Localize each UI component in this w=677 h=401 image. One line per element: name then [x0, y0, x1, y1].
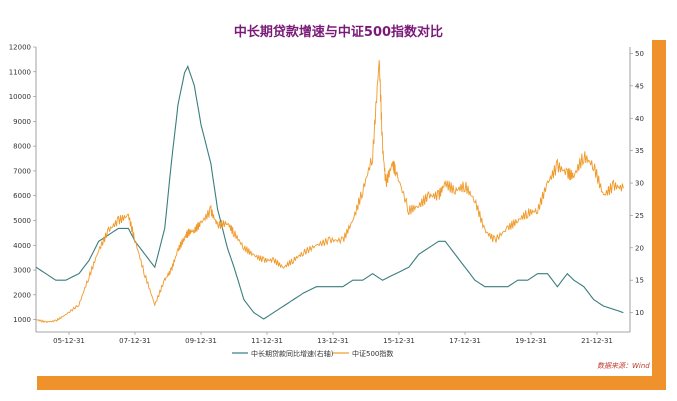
right-tick-label: 40	[635, 115, 644, 123]
left-tick-label: 4000	[13, 242, 31, 250]
right-tick-label: 30	[635, 180, 644, 188]
x-tick-label: 13-12-31	[317, 337, 349, 345]
series-lines	[35, 60, 624, 324]
left-tick-label: 1000	[13, 316, 31, 324]
right-tick-label: 50	[635, 50, 644, 58]
left-tick-label: 3000	[13, 267, 31, 275]
axes: 1000 2000 3000 4000 5000 6000 7000 8000 9000 1000…	[9, 44, 644, 346]
legend-label-index: 中证500指数	[352, 349, 393, 358]
decorative-accent-bar-bottom	[37, 376, 661, 390]
right-tick-label: 20	[635, 244, 644, 252]
x-tick-label: 15-12-31	[383, 337, 415, 345]
right-tick-label: 15	[635, 277, 644, 285]
right-tick-label: 10	[635, 309, 644, 317]
legend-label-loan: 中长期贷款同比增速(右轴)	[251, 349, 334, 358]
chart-title: 中长期贷款增速与中证500指数对比	[233, 25, 444, 40]
legend: 中长期贷款同比增速(右轴) 中证500指数	[232, 349, 393, 358]
x-tick-label: 19-12-31	[515, 337, 547, 345]
x-tick-label: 17-12-31	[449, 337, 481, 345]
x-tick-label: 11-12-31	[251, 337, 283, 345]
right-tick-label: 45	[635, 82, 644, 90]
left-tick-label: 6000	[13, 192, 31, 200]
left-tick-label: 5000	[13, 217, 31, 225]
series-line-loan-growth	[35, 64, 624, 320]
left-tick-label: 2000	[13, 291, 31, 299]
source-note: 数据来源：Wind	[597, 362, 650, 370]
left-tick-label: 10000	[9, 93, 31, 101]
x-tick-label: 09-12-31	[185, 337, 217, 345]
decorative-accent-bar-right	[652, 40, 666, 390]
left-tick-label: 9000	[13, 118, 31, 126]
right-tick-label: 35	[635, 147, 644, 155]
left-tick-label: 11000	[9, 68, 31, 76]
x-tick-label: 07-12-31	[119, 337, 151, 345]
x-tick-label: 21-12-31	[581, 337, 613, 345]
series-line-csi500	[35, 60, 624, 324]
left-tick-label: 8000	[13, 143, 31, 151]
left-tick-label: 12000	[9, 44, 31, 52]
right-tick-label: 25	[635, 212, 644, 220]
x-tick-label: 05-12-31	[53, 337, 85, 345]
left-tick-label: 7000	[13, 167, 31, 175]
